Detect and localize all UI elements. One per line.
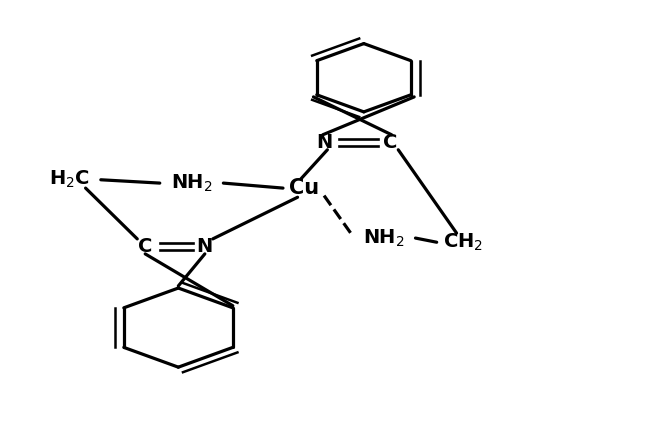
Text: Cu: Cu	[289, 178, 319, 198]
Text: NH$_2$: NH$_2$	[363, 227, 405, 249]
Text: N: N	[196, 237, 213, 256]
Text: H$_2$C: H$_2$C	[49, 169, 90, 190]
Text: C: C	[138, 237, 152, 256]
Text: CH$_2$: CH$_2$	[443, 232, 483, 253]
Text: C: C	[383, 133, 397, 152]
Text: NH$_2$: NH$_2$	[171, 173, 212, 194]
Text: N: N	[316, 133, 332, 152]
